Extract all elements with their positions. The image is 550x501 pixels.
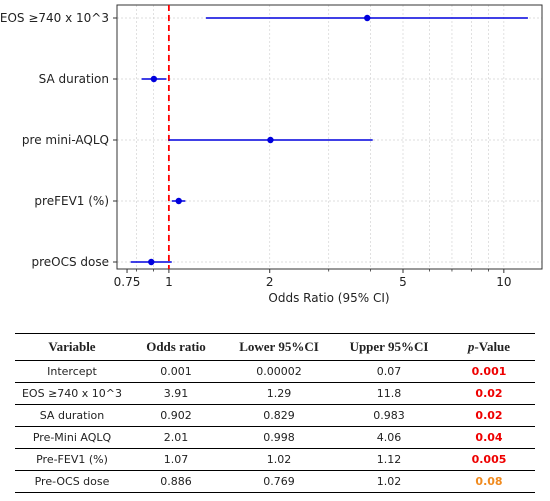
- table-header-row: Variable Odds ratio Lower 95%CI Upper 95…: [15, 333, 535, 361]
- x-axis-label: Odds Ratio (95% CI): [268, 291, 389, 305]
- odds-ratio-point: [267, 136, 274, 144]
- cell-p-value: 0.005: [443, 448, 535, 471]
- cell-odds-ratio: 2.01: [129, 426, 223, 449]
- cell-lower-ci: 0.769: [223, 470, 335, 493]
- plot-frame: [116, 4, 543, 270]
- table-row: Pre-FEV1 (%) 1.07 1.02 1.12 0.005: [15, 448, 535, 471]
- y-tick-label: pre mini-AQLQ: [22, 133, 109, 147]
- table-row: Pre-Mini AQLQ 2.01 0.998 4.06 0.04: [15, 426, 535, 449]
- header-p-value: p-Value: [443, 333, 535, 361]
- cell-upper-ci: 0.07: [335, 360, 443, 383]
- grid-lines: [116, 5, 542, 269]
- cell-p-value: 0.02: [443, 382, 535, 405]
- ci-marks: [130, 14, 528, 266]
- table-body: Intercept 0.001 0.00002 0.07 0.001 EOS ≥740 x…: [15, 360, 535, 493]
- y-axis-labels: EOS ≥740 x 10^3 SA duration pre mini-AQLQ p…: [0, 11, 117, 269]
- cell-odds-ratio: 1.07: [129, 448, 223, 471]
- odds-ratio-point: [148, 258, 155, 266]
- table-row: SA duration 0.902 0.829 0.983 0.02: [15, 404, 535, 427]
- cell-lower-ci: 0.00002: [223, 360, 335, 383]
- table-row: EOS ≥740 x 10^3 3.91 1.29 11.8 0.02: [15, 382, 535, 405]
- cell-upper-ci: 11.8: [335, 382, 443, 405]
- table-row: Intercept 0.001 0.00002 0.07 0.001: [15, 360, 535, 383]
- odds-ratio-point: [150, 75, 158, 83]
- x-tick-label: 10: [496, 275, 511, 289]
- cell-odds-ratio: 3.91: [129, 382, 223, 405]
- x-tick-label: 0.75: [114, 275, 141, 289]
- cell-p-value: 0.02: [443, 404, 535, 427]
- y-tick-label: EOS ≥740 x 10^3: [0, 11, 109, 25]
- y-tick-label: preOCS dose: [31, 255, 109, 269]
- odds-ratio-point: [364, 14, 371, 22]
- cell-upper-ci: 1.02: [335, 470, 443, 493]
- cell-variable: Pre-OCS dose: [15, 470, 129, 493]
- cell-p-value: 0.001: [443, 360, 535, 383]
- forest-plot: EOS ≥740 x 10^3 SA duration pre mini-AQLQ p…: [0, 4, 543, 305]
- header-p-prefix: p: [467, 339, 475, 354]
- cell-odds-ratio: 0.886: [129, 470, 223, 493]
- header-lower-ci: Lower 95%CI: [223, 333, 335, 361]
- y-tick-label: preFEV1 (%): [34, 194, 109, 208]
- x-tick-label: 1: [165, 275, 173, 289]
- y-tick-label: SA duration: [39, 72, 109, 86]
- cell-upper-ci: 1.12: [335, 448, 443, 471]
- header-odds-ratio: Odds ratio: [129, 333, 223, 361]
- cell-upper-ci: 0.983: [335, 404, 443, 427]
- cell-p-value: 0.08: [443, 470, 535, 493]
- cell-p-value: 0.04: [443, 426, 535, 449]
- cell-odds-ratio: 0.902: [129, 404, 223, 427]
- header-p-suffix: -Value: [474, 339, 511, 354]
- results-table-wrap: Variable Odds ratio Lower 95%CI Upper 95…: [15, 333, 535, 493]
- x-tick-label: 2: [266, 275, 274, 289]
- header-upper-ci: Upper 95%CI: [335, 333, 443, 361]
- cell-variable: EOS ≥740 x 10^3: [15, 382, 129, 405]
- x-tick-label: 5: [399, 275, 407, 289]
- cell-lower-ci: 1.29: [223, 382, 335, 405]
- cell-odds-ratio: 0.001: [129, 360, 223, 383]
- cell-variable: Intercept: [15, 360, 129, 383]
- cell-upper-ci: 4.06: [335, 426, 443, 449]
- results-table: Variable Odds ratio Lower 95%CI Upper 95…: [15, 333, 535, 493]
- header-variable: Variable: [15, 333, 129, 361]
- cell-variable: Pre-Mini AQLQ: [15, 426, 129, 449]
- cell-lower-ci: 0.829: [223, 404, 335, 427]
- cell-lower-ci: 1.02: [223, 448, 335, 471]
- odds-ratio-point: [175, 197, 182, 205]
- x-axis-ticks: 0.75 1 2 5 10: [114, 269, 511, 289]
- cell-variable: Pre-FEV1 (%): [15, 448, 129, 471]
- table-row: Pre-OCS dose 0.886 0.769 1.02 0.08: [15, 470, 535, 493]
- cell-lower-ci: 0.998: [223, 426, 335, 449]
- cell-variable: SA duration: [15, 404, 129, 427]
